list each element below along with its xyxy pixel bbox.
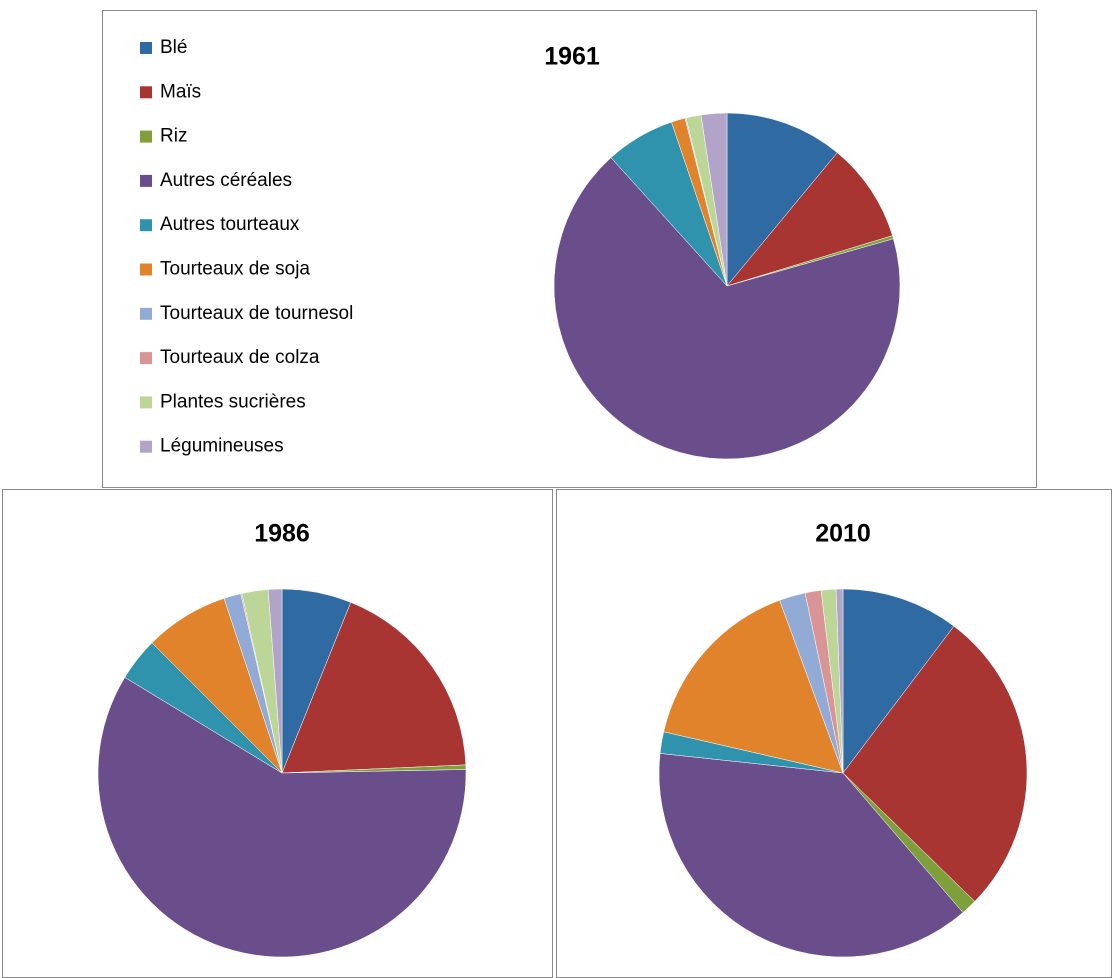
legend-swatch	[140, 352, 152, 365]
legend-label: Blé	[160, 37, 187, 58]
pie-slice	[267, 588, 283, 774]
pie-slice	[842, 625, 1028, 902]
legend-label: Tourteaux de colza	[160, 347, 320, 368]
chart-title: 1961	[544, 43, 600, 71]
legend-label: Autres céréales	[160, 170, 292, 191]
legend-swatch	[140, 396, 152, 409]
legend-label: Plantes sucrières	[160, 391, 306, 412]
legend-swatch	[140, 86, 152, 99]
chart-title: 2010	[815, 520, 871, 548]
pie-slice	[726, 112, 838, 287]
pie-slice	[842, 588, 955, 774]
pie-slice	[700, 112, 728, 287]
legend-label: Riz	[160, 126, 187, 147]
pie-slice	[663, 599, 844, 774]
legend-label: Légumineuses	[160, 436, 284, 457]
legend-swatch	[140, 42, 152, 54]
pie-slice	[835, 588, 844, 774]
pie-slice	[281, 602, 467, 774]
legend-swatch	[140, 219, 152, 232]
legend-swatch	[140, 174, 152, 187]
legend-label: Autres tourteaux	[160, 214, 300, 235]
chart-title: 1986	[254, 520, 310, 548]
pie-slice	[658, 753, 964, 958]
legend-label: Tourteaux de tournesol	[160, 303, 353, 324]
pie-slice	[726, 152, 893, 287]
pie-slice	[97, 677, 467, 958]
legend-label: Maïs	[160, 81, 201, 102]
legend-swatch	[140, 307, 152, 320]
legend-swatch	[140, 130, 152, 143]
legend-label: Tourteaux de soja	[160, 259, 310, 280]
pie-slice	[553, 157, 901, 460]
legend-swatch	[140, 440, 152, 453]
legend-swatch	[140, 263, 152, 276]
